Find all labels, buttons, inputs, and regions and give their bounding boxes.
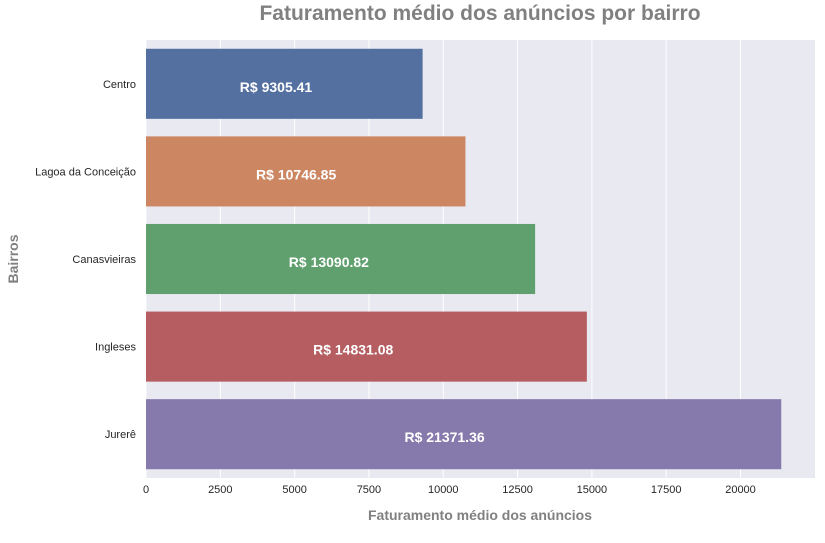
bar xyxy=(146,311,587,382)
y-tick-label: Centro xyxy=(103,79,136,91)
x-tick-label: 15000 xyxy=(577,484,608,496)
y-tick-label: Ingleses xyxy=(95,342,136,354)
y-tick-label: Jurerê xyxy=(105,429,136,441)
bar-value-label: R$ 9305.41 xyxy=(240,79,313,95)
chart-title: Faturamento médio dos anúncios por bairr… xyxy=(259,2,700,25)
x-tick-label: 2500 xyxy=(208,484,232,496)
bar xyxy=(146,399,782,470)
bar-value-label: R$ 10746.85 xyxy=(256,166,336,182)
x-tick-labels: 0 2500 5000 7500 10000 12500 15000 17500 20000 xyxy=(143,484,756,496)
y-tick-labels: Centro Lagoa da Conceição Canasvieiras Ingl… xyxy=(35,79,136,441)
x-tick-label: 12500 xyxy=(502,484,533,496)
bar-value-labels: R$ 9305.41 R$ 10746.85 R$ 13090.82 R$ 14831… xyxy=(240,79,485,445)
x-tick-label: 5000 xyxy=(282,484,306,496)
bar-value-label: R$ 13090.82 xyxy=(289,254,369,270)
x-tick-label: 10000 xyxy=(428,484,459,496)
x-tick-label: 7500 xyxy=(357,484,381,496)
bar-value-label: R$ 14831.08 xyxy=(313,342,393,358)
x-axis-label: Faturamento médio dos anúncios xyxy=(368,507,592,523)
bars xyxy=(146,48,782,470)
x-tick-label: 20000 xyxy=(725,484,756,496)
bar xyxy=(146,136,466,207)
bar xyxy=(146,48,423,119)
y-tick-label: Lagoa da Conceição xyxy=(35,166,136,178)
x-tick-label: 17500 xyxy=(651,484,682,496)
bar-value-label: R$ 21371.36 xyxy=(404,429,484,445)
bar xyxy=(146,223,536,295)
y-axis-label: Bairros xyxy=(5,234,21,283)
y-tick-label: Canasvieiras xyxy=(72,254,136,266)
x-tick-label: 0 xyxy=(143,484,149,496)
